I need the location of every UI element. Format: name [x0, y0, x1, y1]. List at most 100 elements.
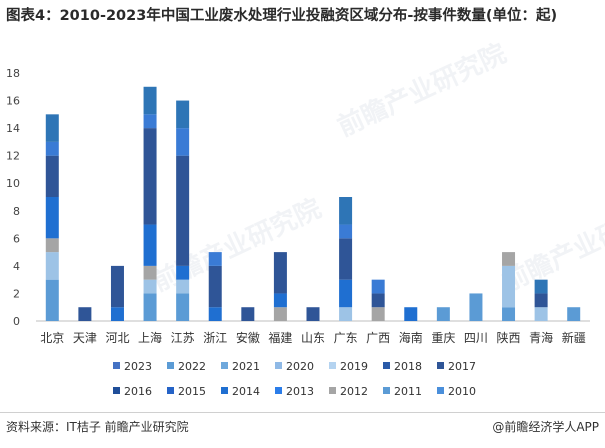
- bar-segment: [273, 307, 287, 321]
- bar-segment: [404, 307, 418, 321]
- legend-swatch: [437, 387, 444, 394]
- legend-swatch: [275, 362, 282, 369]
- y-tick-label: 8: [13, 205, 20, 218]
- y-tick-label: 2: [13, 287, 20, 300]
- source-note: 资料来源：IT桔子 前瞻产业研究院: [6, 420, 189, 434]
- bar-segment: [273, 252, 287, 294]
- x-tick-label: 天津: [73, 331, 97, 345]
- x-tick-label: 海南: [399, 330, 423, 345]
- legend-swatch: [167, 362, 174, 369]
- bar-segment: [143, 128, 157, 225]
- y-tick-label: 0: [13, 315, 20, 328]
- bar-segment: [110, 265, 124, 308]
- x-tick-label: 浙江: [203, 331, 227, 345]
- legend-swatch: [167, 387, 174, 394]
- bar-segment: [339, 307, 353, 321]
- x-tick-label: 广西: [366, 331, 390, 345]
- y-tick-label: 6: [13, 232, 20, 245]
- legend-swatch: [113, 362, 120, 369]
- bar-segment: [534, 279, 548, 294]
- y-tick-label: 18: [6, 67, 20, 80]
- bar-segment: [306, 307, 320, 321]
- legend-label: 2017: [448, 360, 476, 373]
- legend-swatch: [221, 362, 228, 369]
- legend-label: 2014: [232, 385, 260, 398]
- bar-segment: [176, 279, 190, 294]
- bar-segment: [502, 307, 516, 321]
- bar-segment: [143, 279, 157, 294]
- bar-segment: [534, 293, 548, 308]
- bar-segment: [45, 252, 59, 280]
- x-tick-label: 重庆: [431, 331, 455, 345]
- bar-segment: [176, 265, 190, 280]
- x-tick-label: 上海: [138, 330, 162, 345]
- legend-swatch: [329, 362, 336, 369]
- bar-segment: [45, 114, 59, 142]
- legend-swatch: [383, 387, 390, 394]
- y-tick-label: 10: [6, 177, 20, 190]
- footer-divider: [0, 412, 605, 413]
- bar-segment: [208, 252, 222, 266]
- bar-segment: [78, 307, 92, 321]
- legend-label: 2020: [286, 360, 314, 373]
- stacked-bar-chart: 0 2 4 6 8 10 12 14 16 18 北京 天津 河北 上海 江苏 浙江 安徽 福建 山东 广东 广西 海南重…: [6, 67, 590, 398]
- x-tick-label: 安徽: [236, 330, 260, 345]
- bar-segment: [339, 224, 353, 239]
- x-tick-label: 福建: [268, 330, 292, 345]
- y-tick-label: 4: [13, 260, 20, 273]
- bar-segment: [176, 293, 190, 321]
- bar-segment: [143, 114, 157, 129]
- x-tick-label: 陕西: [497, 330, 521, 345]
- x-tick-label: 山东: [301, 331, 325, 345]
- bar-segment: [339, 197, 353, 225]
- x-tick-label: 新疆: [562, 330, 586, 345]
- legend-label: 2012: [340, 385, 368, 398]
- bar-segment: [339, 238, 353, 280]
- legend-label: 2019: [340, 360, 368, 373]
- bar-segment: [45, 197, 59, 239]
- legend-swatch: [329, 387, 336, 394]
- legend-label: 2023: [124, 360, 152, 373]
- bar-segment: [176, 100, 190, 129]
- bar-segment: [45, 238, 59, 253]
- bar-segment: [143, 86, 157, 115]
- bar-segment: [176, 155, 190, 266]
- bar-segment: [208, 265, 222, 308]
- legend-label: 2011: [394, 385, 422, 398]
- legend-label: 2010: [448, 385, 476, 398]
- y-tick-label: 14: [6, 122, 20, 135]
- bar-segment: [273, 293, 287, 308]
- bar-segment: [110, 307, 124, 321]
- bar-segment: [143, 265, 157, 280]
- bar-segment: [176, 128, 190, 156]
- x-tick-label: 广东: [334, 331, 358, 345]
- legend-label: 2018: [394, 360, 422, 373]
- bar-segment: [143, 293, 157, 321]
- legend-label: 2021: [232, 360, 260, 373]
- bar-segment: [241, 307, 255, 321]
- y-tick-label: 16: [6, 95, 20, 108]
- bar-segment: [371, 279, 385, 294]
- x-tick-label: 河北: [105, 331, 129, 345]
- brand-credit: @前瞻经济学人APP: [492, 420, 599, 434]
- bar-segment: [502, 265, 516, 308]
- x-tick-label: 青海: [529, 330, 553, 345]
- bar-segment: [371, 307, 385, 321]
- bar-segment: [469, 293, 483, 321]
- bar-segment: [339, 279, 353, 308]
- legend-swatch: [437, 362, 444, 369]
- bar-segment: [143, 224, 157, 266]
- legend-swatch: [221, 387, 228, 394]
- bar-segment: [436, 307, 450, 321]
- bar-segment: [567, 307, 581, 321]
- legend-swatch: [113, 387, 120, 394]
- x-tick-label: 四川: [464, 331, 488, 345]
- chart-title: 图表4：2010-2023年中国工业废水处理行业投融资区域分布-按事件数量(单位…: [6, 8, 558, 24]
- bar-segment: [45, 279, 59, 321]
- bar-segment: [371, 293, 385, 308]
- bar-segment: [45, 141, 59, 156]
- legend-swatch: [275, 387, 282, 394]
- legend-label: 2022: [178, 360, 206, 373]
- legend-label: 2015: [178, 385, 206, 398]
- x-tick-label: 江苏: [171, 331, 195, 345]
